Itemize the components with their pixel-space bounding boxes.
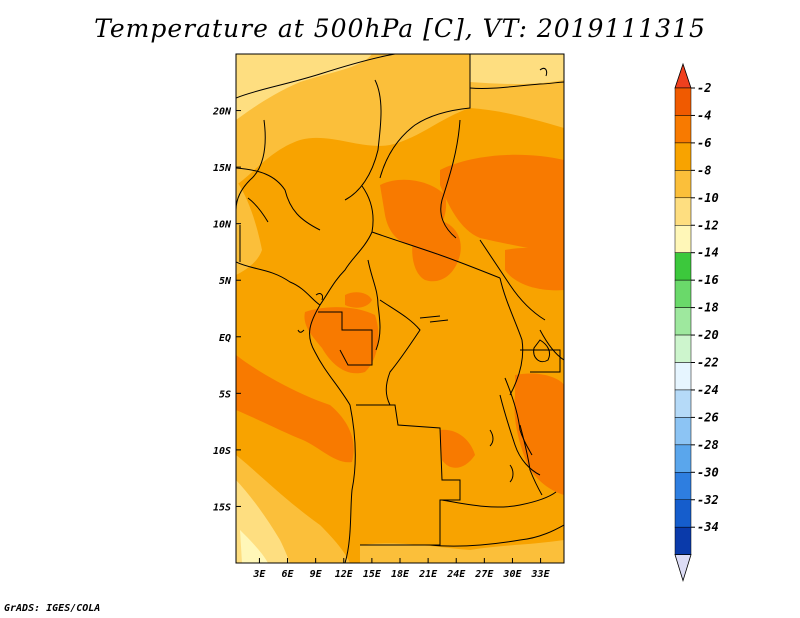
map-frame bbox=[235, 53, 565, 564]
colorbar-label: -22 bbox=[697, 356, 719, 370]
lon-tick-label: 18E bbox=[391, 569, 410, 580]
colorbar-swatch bbox=[674, 170, 692, 199]
field-warm-tanzania bbox=[514, 373, 564, 495]
colorbar-swatch bbox=[674, 444, 692, 473]
lon-tick-label: 15E bbox=[363, 569, 382, 580]
lon-tick-label: 21E bbox=[418, 569, 438, 580]
colorbar-swatch bbox=[674, 142, 692, 171]
colorbar-swatch bbox=[674, 526, 692, 555]
colorbar-swatch bbox=[674, 225, 692, 253]
colorbar-top-triangle bbox=[674, 62, 692, 89]
lat-tick-label: 5S bbox=[219, 389, 231, 400]
lon-labels: 3E 6E 9E 12E 15E 18E 21E 24E 27E 30E 33E bbox=[252, 569, 550, 580]
lon-tick-label: 33E bbox=[531, 569, 551, 580]
lon-tick-label: 12E bbox=[335, 569, 354, 580]
colorbar-swatch bbox=[674, 362, 692, 391]
field-north-light bbox=[236, 54, 564, 185]
colorbar-label: -30 bbox=[697, 465, 719, 479]
colorbar-label: -8 bbox=[697, 163, 711, 177]
colorbar-swatch bbox=[674, 87, 692, 116]
lon-tick-label: 6E bbox=[282, 569, 295, 580]
colorbar-label: -10 bbox=[697, 191, 719, 205]
lat-tick-label: EQ bbox=[219, 333, 231, 344]
lake-outlines bbox=[297, 67, 551, 496]
chart-title: Temperature at 500hPa [C], VT: 201911131… bbox=[94, 14, 706, 43]
colorbar: -2 -4 -6 -8 -10 -12 -14 -16 -18 -20 -22 -24 -26 -28 -3… bbox=[674, 62, 719, 583]
colorbar-swatch bbox=[674, 417, 692, 446]
lat-tick-label: 10N bbox=[213, 220, 232, 231]
lat-tick-label: 10S bbox=[213, 446, 231, 457]
field-west-light bbox=[236, 180, 262, 275]
colorbar-label: -14 bbox=[697, 246, 719, 260]
lon-tick-label: 30E bbox=[502, 569, 522, 580]
lat-tick-label: 5N bbox=[219, 276, 232, 287]
colorbar-swatch bbox=[674, 115, 692, 144]
colorbar-label: -4 bbox=[697, 108, 711, 122]
field-warm-atlantic bbox=[236, 355, 354, 463]
field-warm-lake bbox=[440, 429, 475, 468]
colorbar-label: -24 bbox=[697, 383, 719, 397]
country-borders bbox=[236, 54, 564, 563]
field-warm-northeast bbox=[440, 154, 564, 255]
colorbar-swatch bbox=[674, 472, 692, 500]
colorbar-label: -26 bbox=[697, 410, 719, 424]
lon-tick-label: 27E bbox=[474, 569, 494, 580]
colorbar-label: -16 bbox=[697, 273, 719, 287]
colorbar-swatch bbox=[674, 307, 692, 336]
lon-ticks bbox=[258, 558, 542, 563]
colorbar-label: -2 bbox=[697, 81, 711, 95]
colorbar-swatch bbox=[674, 197, 692, 226]
colorbar-label: -6 bbox=[697, 136, 711, 150]
colorbar-swatch bbox=[674, 499, 692, 528]
field-southwest-pale bbox=[240, 530, 268, 563]
field-warm-gabon bbox=[304, 307, 379, 374]
field-south-light bbox=[360, 540, 564, 563]
field-warm-central bbox=[412, 219, 461, 282]
lon-tick-label: 24E bbox=[446, 569, 466, 580]
lon-tick-label: 9E bbox=[310, 569, 323, 580]
lat-tick-label: 20N bbox=[212, 107, 232, 118]
colorbar-label: -18 bbox=[697, 301, 719, 315]
colorbar-swatch bbox=[674, 252, 692, 281]
field-northeast-light bbox=[470, 54, 564, 84]
colorbar-swatch bbox=[674, 389, 692, 418]
colorbar-swatch bbox=[674, 279, 692, 308]
lat-ticks bbox=[236, 110, 241, 507]
lat-labels: 20N 15N 10N 5N EQ 5S 10S 15S bbox=[212, 107, 232, 514]
lon-tick-label: 3E bbox=[252, 569, 266, 580]
grads-credit: GrADS: IGES/COLA bbox=[4, 603, 101, 614]
lat-tick-label: 15S bbox=[213, 502, 231, 513]
field-north-lighter bbox=[236, 54, 372, 120]
colorbar-label: -32 bbox=[697, 493, 719, 507]
colorbar-label: -28 bbox=[697, 438, 719, 452]
colorbar-label: -34 bbox=[697, 520, 719, 534]
colorbar-label: -12 bbox=[697, 218, 719, 232]
lat-tick-label: 15N bbox=[213, 163, 232, 174]
field-warm-cameroon bbox=[345, 292, 372, 308]
field-warm-east bbox=[505, 247, 564, 291]
colorbar-label: -20 bbox=[697, 328, 719, 342]
colorbar-bottom-triangle bbox=[674, 554, 692, 583]
colorbar-swatch bbox=[674, 334, 692, 363]
